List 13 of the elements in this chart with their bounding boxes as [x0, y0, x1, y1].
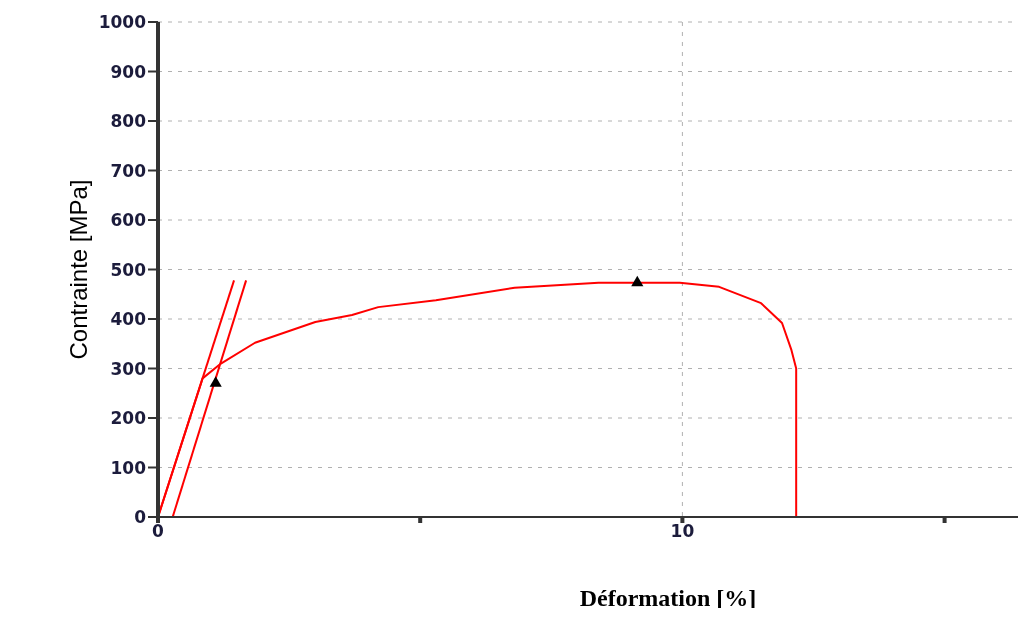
- x-tick-label: 10: [670, 521, 695, 542]
- y-tick-label: 400: [110, 309, 147, 330]
- y-tick-label: 100: [110, 457, 147, 478]
- y-tick-label: 800: [110, 111, 147, 132]
- y-tick-label: 0: [134, 507, 147, 528]
- y-tick-label: 700: [110, 160, 147, 181]
- y-tick-label: 900: [110, 61, 147, 82]
- y-axis-title: Contrainte [MPa]: [64, 179, 92, 360]
- y-tick-label: 1000: [98, 12, 147, 33]
- y-tick-label: 200: [110, 408, 147, 429]
- y-tick-label: 500: [110, 259, 147, 280]
- y-tick-label: 600: [110, 210, 147, 231]
- y-tick-label: 300: [110, 358, 147, 379]
